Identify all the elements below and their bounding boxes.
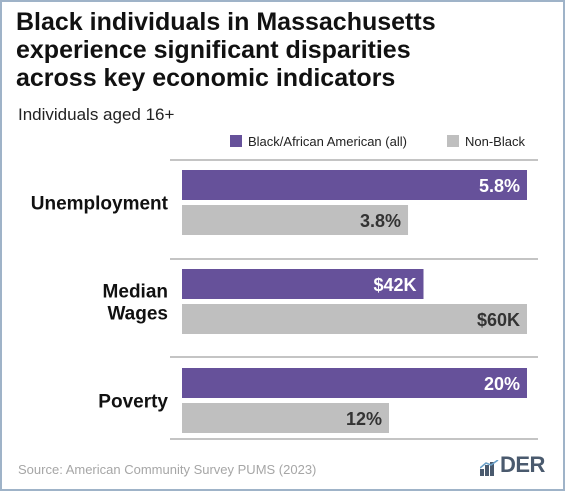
legend-swatch-nonblack	[447, 135, 459, 147]
legend-item-nonblack: Non-Black	[447, 133, 525, 149]
data-label: 3.8%	[360, 211, 401, 231]
data-label: 5.8%	[479, 176, 520, 196]
legend-item-black: Black/African American (all)	[230, 133, 407, 149]
bar-nonblack	[182, 304, 527, 334]
data-label: 12%	[346, 409, 382, 429]
logo-text: DER	[500, 452, 545, 477]
bar-nonblack	[182, 205, 409, 235]
bar-chart-logo-icon	[480, 460, 499, 476]
data-label: $60K	[477, 310, 520, 330]
legend-label-nonblack: Non-Black	[465, 133, 525, 149]
source-note: Source: American Community Survey PUMS (…	[18, 462, 317, 477]
bar-black	[182, 269, 424, 299]
bar-black	[182, 368, 527, 398]
chart-subtitle: Individuals aged 16+	[18, 105, 175, 124]
chart-title: Black individuals in Massachusetts exper…	[16, 8, 556, 92]
legend-label-black: Black/African American (all)	[248, 133, 407, 149]
category-label: Unemployment	[31, 194, 169, 215]
bar-nonblack	[182, 403, 389, 433]
der-logo: DER	[480, 454, 545, 476]
title-line: across key economic indicators	[16, 64, 396, 92]
legend-swatch-black	[230, 135, 242, 147]
title-line: experience significant disparities	[16, 36, 411, 64]
title-line: Black individuals in Massachusetts	[16, 8, 436, 36]
data-label: 20%	[484, 374, 520, 394]
category-label: Median	[103, 282, 168, 303]
category-label: Poverty	[98, 392, 168, 413]
category-label: Wages	[107, 304, 168, 325]
bar-black	[182, 170, 527, 200]
data-label: $42K	[373, 275, 416, 295]
